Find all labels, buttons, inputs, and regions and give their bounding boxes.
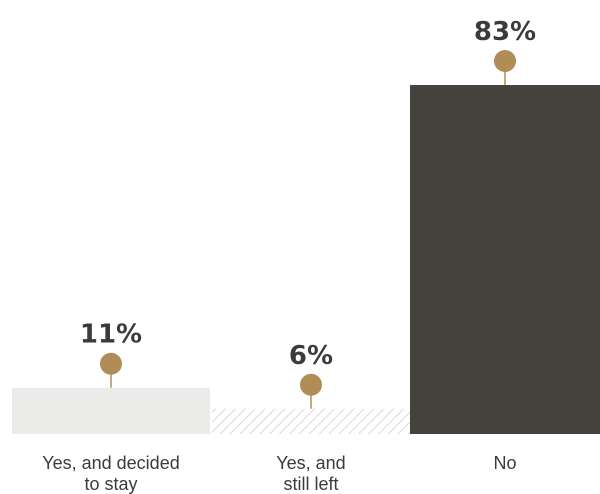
- bar-3: [410, 85, 600, 434]
- category-label-2-line-1: Yes, and: [276, 453, 345, 473]
- marker-dot-1: [100, 352, 122, 375]
- marker-dot-3: [494, 50, 516, 72]
- category-label-1: Yes, and decided to stay: [42, 453, 179, 494]
- marker-dot-2: [300, 373, 322, 396]
- value-markers-group: [100, 50, 516, 409]
- category-label-3-line-1: No: [493, 453, 516, 473]
- category-label-1-line-1: Yes, and decided: [42, 453, 179, 473]
- value-label-1: 11%: [80, 320, 142, 350]
- bars-group: [12, 85, 600, 434]
- value-label-2: 6%: [289, 341, 333, 371]
- category-label-3: No: [493, 453, 516, 473]
- bar-2: [212, 408, 410, 434]
- category-label-2-line-2: still left: [283, 474, 338, 494]
- category-label-1-line-2: to stay: [84, 474, 137, 494]
- bar-1: [12, 387, 210, 434]
- value-label-3: 83%: [474, 17, 536, 47]
- category-label-2: Yes, and still left: [276, 453, 345, 494]
- labels-group: 11% Yes, and decided to stay 6% Yes, and stil…: [42, 17, 536, 494]
